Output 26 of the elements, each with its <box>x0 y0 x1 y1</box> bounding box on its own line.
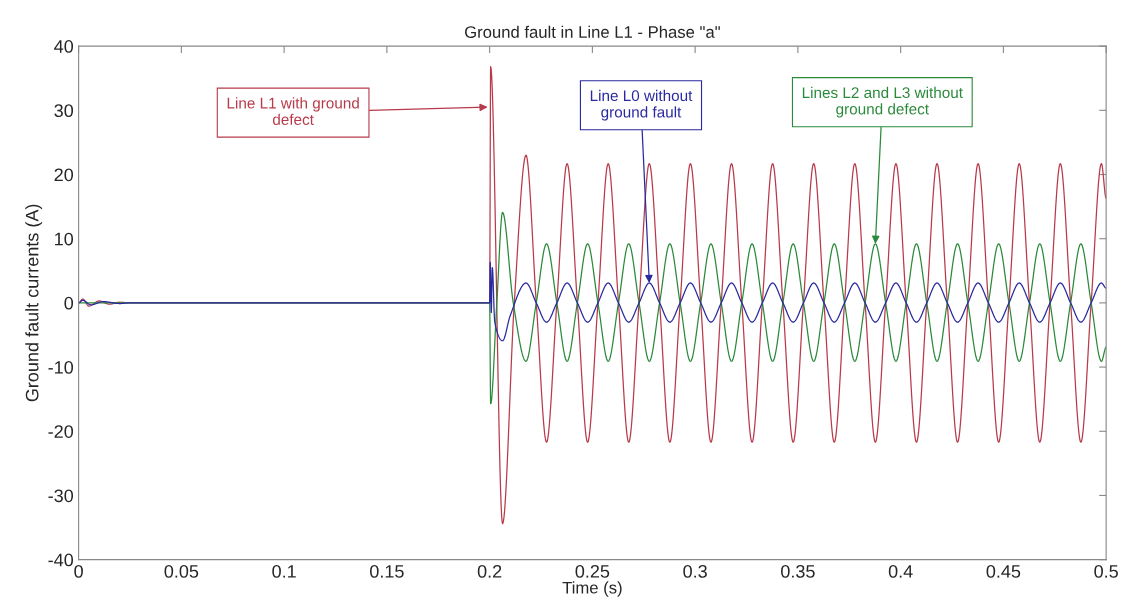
y-tick-label: 20 <box>54 168 74 182</box>
x-axis-title: Time (s) <box>562 581 622 597</box>
x-tick-label: 0.2 <box>477 564 502 578</box>
x-tick-label: 0.4 <box>888 564 913 578</box>
y-tick-label: 30 <box>54 104 74 118</box>
x-tick-label: 0.35 <box>781 564 815 578</box>
x-tick-label: 0.05 <box>164 564 199 578</box>
x-tick-label: 0.25 <box>575 564 610 578</box>
x-tick-label: 0 <box>74 564 83 578</box>
annotation: Lines L2 and L3 without ground defect <box>802 86 963 118</box>
annotation: Line L0 without ground fault <box>590 89 693 121</box>
y-tick-label: -30 <box>48 489 74 503</box>
chart-title: Ground fault in Line L1 - Phase "a" <box>465 25 720 38</box>
y-axis-title: Ground fault currents (A) <box>25 204 43 402</box>
x-tick-label: 0.3 <box>683 564 707 578</box>
y-tick-label: 0 <box>64 296 74 310</box>
annotation: Line L1 with ground defect <box>227 97 359 125</box>
y-tick-label: 10 <box>55 232 74 246</box>
y-tick-label: -20 <box>48 425 74 438</box>
y-tick-label: 40 <box>54 40 74 53</box>
y-tick-label: -10 <box>48 361 74 374</box>
x-tick-label: 0.45 <box>986 564 1021 578</box>
y-tick-label: -40 <box>48 553 74 567</box>
x-tick-label: 0.15 <box>370 564 404 578</box>
x-tick-label: 0.5 <box>1094 564 1118 578</box>
x-tick-label: 0.1 <box>272 564 296 578</box>
